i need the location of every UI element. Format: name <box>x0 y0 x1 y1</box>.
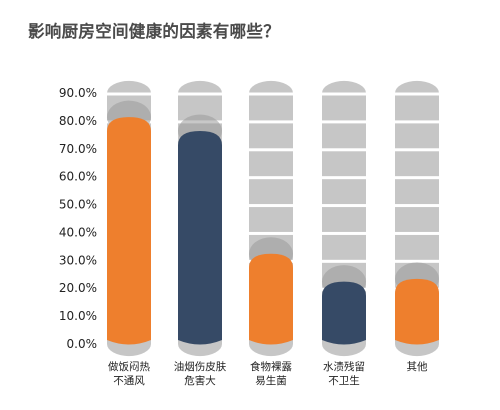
x-tick-label: 做饭闷热 <box>108 360 150 373</box>
y-tick-label: 30.0% <box>59 253 97 267</box>
bars <box>107 100 439 345</box>
bar <box>322 281 366 345</box>
gridline-stripe <box>248 92 294 96</box>
y-axis: 0.0% 10.0% 20.0% 30.0% 40.0% 50.0% 60.0% 70.0% 8… <box>59 86 97 351</box>
gridline-stripe <box>248 120 294 124</box>
gridline-stripe <box>321 120 367 124</box>
y-tick-label: 20.0% <box>59 281 97 295</box>
y-tick-label: 50.0% <box>59 198 97 212</box>
x-tick-label: 不卫生 <box>328 374 360 387</box>
gridline-stripe <box>321 176 367 180</box>
gridline-stripe <box>394 204 440 208</box>
bar <box>178 131 222 345</box>
bar <box>395 278 439 345</box>
bar <box>107 117 151 345</box>
gridline-stripe <box>248 204 294 208</box>
y-tick-label: 10.0% <box>59 309 97 323</box>
y-tick-label: 80.0% <box>59 114 97 128</box>
gridline-stripe <box>394 176 440 180</box>
gridline-stripe <box>321 259 367 263</box>
bar <box>249 253 293 345</box>
x-tick-label: 其他 <box>407 360 428 373</box>
x-tick-label: 易生菌 <box>255 374 287 387</box>
x-tick-label: 油烟伤皮肤 <box>174 360 227 373</box>
gridline-stripe <box>321 148 367 152</box>
gridline-stripe <box>394 259 440 263</box>
y-tick-label: 90.0% <box>59 86 97 100</box>
gridline-stripe <box>321 92 367 96</box>
gridline-stripe <box>394 120 440 124</box>
chart-title: 影响厨房空间健康的因素有哪些？ <box>28 22 280 41</box>
y-tick-label: 40.0% <box>59 225 97 239</box>
gridline-stripe <box>177 92 223 96</box>
gridline-stripe <box>321 231 367 235</box>
gridline-stripe <box>321 204 367 208</box>
gridline-stripe <box>394 148 440 152</box>
gridline-stripe <box>248 231 294 235</box>
y-tick-label: 70.0% <box>59 142 97 156</box>
gridline-stripe <box>248 148 294 152</box>
x-tick-label: 水渍残留 <box>323 360 365 373</box>
y-tick-label: 60.0% <box>59 170 97 184</box>
gridline-stripe <box>394 231 440 235</box>
gridline-stripe <box>106 92 152 96</box>
y-tick-label: 0.0% <box>67 337 98 351</box>
gridline-stripe <box>394 92 440 96</box>
x-tick-label: 不通风 <box>113 375 145 387</box>
x-tick-label: 危害大 <box>184 374 216 387</box>
x-tick-label: 食物裸露 <box>250 360 292 373</box>
gridline-stripe <box>248 176 294 180</box>
